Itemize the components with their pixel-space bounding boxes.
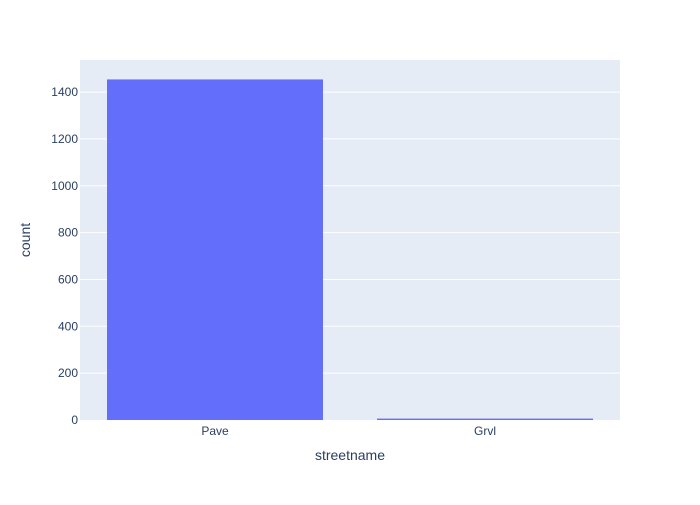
x-tick-label: Grvl xyxy=(474,424,496,438)
y-tick-label: 1400 xyxy=(51,85,78,99)
y-tick-label: 800 xyxy=(58,226,78,240)
y-tick-label: 400 xyxy=(58,319,78,333)
y-tick-label: 0 xyxy=(71,413,78,427)
y-tick-label: 1200 xyxy=(51,132,78,146)
bar-grvl xyxy=(377,418,593,420)
x-tick-label: Pave xyxy=(201,424,229,438)
x-axis-title: streetname xyxy=(315,447,385,463)
y-axis-title: count xyxy=(17,223,33,257)
y-tick-label: 1000 xyxy=(51,179,78,193)
x-axis-ticks: Pave Grvl xyxy=(201,424,496,438)
y-tick-label: 200 xyxy=(58,366,78,380)
y-tick-label: 600 xyxy=(58,272,78,286)
y-axis-ticks: 0 200 400 600 800 1000 1200 1400 xyxy=(51,85,78,427)
bar-pave xyxy=(107,79,323,421)
bars xyxy=(107,79,593,421)
